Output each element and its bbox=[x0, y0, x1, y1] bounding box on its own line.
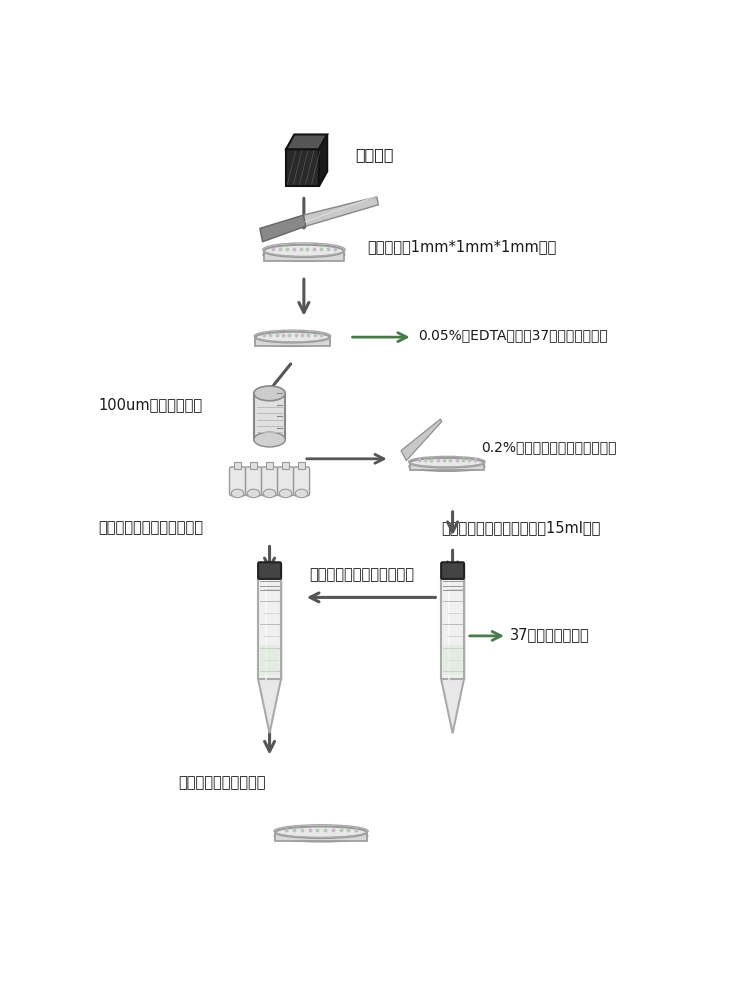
Ellipse shape bbox=[410, 458, 484, 467]
FancyBboxPatch shape bbox=[266, 462, 273, 469]
Polygon shape bbox=[401, 419, 442, 461]
Text: 与上步骤细胞消化悬液混合: 与上步骤细胞消化悬液混合 bbox=[310, 567, 415, 582]
Ellipse shape bbox=[263, 249, 345, 261]
Ellipse shape bbox=[409, 462, 485, 471]
Polygon shape bbox=[441, 679, 464, 733]
FancyBboxPatch shape bbox=[283, 462, 289, 469]
FancyBboxPatch shape bbox=[277, 467, 294, 496]
FancyBboxPatch shape bbox=[230, 467, 246, 496]
Text: 100um细胞滤器过滤: 100um细胞滤器过滤 bbox=[98, 397, 202, 412]
Polygon shape bbox=[303, 197, 379, 226]
FancyBboxPatch shape bbox=[441, 562, 464, 579]
FancyBboxPatch shape bbox=[298, 462, 305, 469]
Text: 37度平放震荡消化: 37度平放震荡消化 bbox=[510, 627, 590, 642]
FancyBboxPatch shape bbox=[294, 467, 310, 496]
FancyBboxPatch shape bbox=[261, 467, 277, 496]
Polygon shape bbox=[319, 134, 327, 186]
Ellipse shape bbox=[264, 245, 344, 257]
FancyBboxPatch shape bbox=[441, 577, 464, 679]
Ellipse shape bbox=[275, 826, 367, 838]
Polygon shape bbox=[286, 149, 319, 186]
Ellipse shape bbox=[255, 336, 331, 346]
FancyBboxPatch shape bbox=[255, 338, 330, 346]
Polygon shape bbox=[286, 134, 327, 149]
FancyBboxPatch shape bbox=[410, 464, 484, 470]
Ellipse shape bbox=[275, 830, 368, 842]
Ellipse shape bbox=[254, 432, 286, 447]
Polygon shape bbox=[260, 215, 306, 242]
FancyBboxPatch shape bbox=[258, 562, 281, 579]
FancyBboxPatch shape bbox=[260, 645, 279, 675]
Ellipse shape bbox=[255, 332, 330, 343]
Ellipse shape bbox=[247, 489, 260, 498]
Text: 切碎组织为1mm*1mm*1mm碎块: 切碎组织为1mm*1mm*1mm碎块 bbox=[367, 240, 556, 255]
FancyBboxPatch shape bbox=[254, 393, 286, 440]
Text: 肿瘤组织: 肿瘤组织 bbox=[356, 147, 394, 162]
Ellipse shape bbox=[231, 489, 244, 498]
Ellipse shape bbox=[263, 489, 276, 498]
FancyBboxPatch shape bbox=[235, 462, 241, 469]
Text: 与下一步骤组织消化液混合: 与下一步骤组织消化液混合 bbox=[98, 521, 203, 536]
FancyBboxPatch shape bbox=[264, 252, 344, 261]
Ellipse shape bbox=[254, 386, 286, 401]
Text: 0.2%胶原酶反向冲洗未消化组织: 0.2%胶原酶反向冲洗未消化组织 bbox=[481, 440, 617, 454]
FancyBboxPatch shape bbox=[246, 467, 261, 496]
FancyBboxPatch shape bbox=[443, 645, 462, 675]
FancyBboxPatch shape bbox=[258, 577, 281, 679]
Text: 离心后培养液重悬种板: 离心后培养液重悬种板 bbox=[178, 775, 266, 790]
Text: 搜集含细胞碎片消化液置入15ml试管: 搜集含细胞碎片消化液置入15ml试管 bbox=[441, 521, 601, 536]
Ellipse shape bbox=[295, 489, 308, 498]
Polygon shape bbox=[258, 679, 281, 733]
Ellipse shape bbox=[279, 489, 292, 498]
FancyBboxPatch shape bbox=[250, 462, 257, 469]
FancyBboxPatch shape bbox=[275, 833, 367, 841]
Text: 0.05%含EDTA胰酶置37度培养箱中消化: 0.05%含EDTA胰酶置37度培养箱中消化 bbox=[418, 328, 608, 342]
